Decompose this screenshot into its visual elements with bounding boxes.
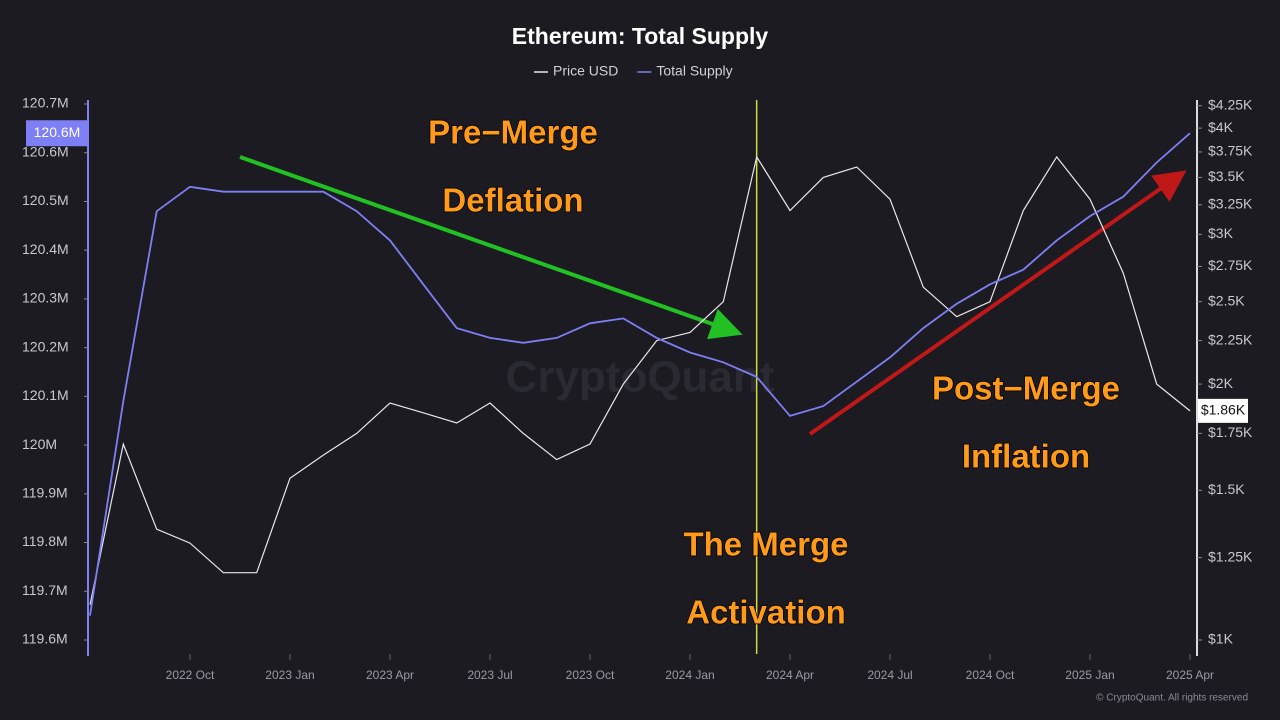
x-tick-label: 2025 Jan [1065,668,1114,682]
y2-tick-label: $1.75K [1208,424,1253,440]
y-tick-label: 120M [22,436,57,452]
y2-tick-label: $3.25K [1208,195,1253,211]
y-tick-label: 119.7M [22,582,68,598]
y2-tick-label: $4K [1208,119,1234,135]
trend-arrow [808,170,1187,436]
x-tick-label: 2022 Oct [166,668,215,682]
y-tick-label: 120.5M [22,192,69,208]
y-tick-label: 119.8M [22,533,68,549]
y-tick-label: 119.6M [22,631,68,647]
y-tick-label: 120.4M [22,241,69,257]
x-tick-label: 2023 Jul [467,668,512,682]
y-tick-label: 120.3M [22,290,69,306]
annotation: Post−Merge [932,370,1120,407]
y2-tick-label: $1.25K [1208,548,1253,564]
legend-label: Price USD [553,63,618,79]
annotation: The Merge [683,526,848,563]
y2-tick-label: $2K [1208,375,1234,391]
y2-tick-label: $3.5K [1208,168,1245,184]
y-tick-label: 120.1M [22,387,69,403]
series-line [89,155,1191,605]
trend-arrow [239,155,743,340]
annotation: Pre−Merge [428,114,598,151]
legend: Price USD Total Supply [534,63,733,79]
legend-label: Total Supply [656,63,732,79]
x-tick-label: 2025 Apr [1166,668,1214,682]
x-tick-label: 2023 Jan [265,668,314,682]
y2-tick-label: $3.75K [1208,143,1253,159]
y-tick-label: 120.2M [22,338,69,354]
last-value-box [26,120,88,147]
last-value-label: $1.86K [1201,402,1246,418]
last-value-label: 120.6M [34,124,81,140]
y-tick-label: 120.7M [22,95,69,111]
plot: 119.6M 119.7M 119.8M 119.9M 120M 120.1M 120.2M… [22,95,1253,682]
x-tick-label: 2024 Oct [966,668,1015,682]
annotation: Deflation [442,182,583,219]
x-tick-label: 2024 Apr [766,668,814,682]
last-value-box [1198,398,1248,423]
x-tick-label: 2023 Oct [566,668,615,682]
y2-tick-label: $2.5K [1208,292,1245,308]
chart-title: Ethereum: Total Supply [512,23,769,49]
y2-tick-label: $2.75K [1208,257,1253,273]
y2-tick-label: $4.25K [1208,96,1253,112]
annotation: Activation [686,594,846,631]
x-tick-label: 2024 Jan [665,668,714,682]
y2-tick-label: $1.5K [1208,481,1245,497]
y-tick-label: 119.9M [22,485,68,501]
watermark: CryptoQuant [506,353,775,402]
y-tick-label: 120.6M [22,143,69,159]
series-line [89,132,1191,616]
x-tick-label: 2024 Jul [867,668,912,682]
y2-tick-label: $2.25K [1208,331,1253,347]
copyright: © CryptoQuant. All rights reserved [1096,693,1248,704]
x-tick-label: 2023 Apr [366,668,414,682]
y2-tick-label: $3K [1208,225,1234,241]
y2-tick-label: $1K [1208,631,1234,647]
annotation: Inflation [962,438,1090,475]
